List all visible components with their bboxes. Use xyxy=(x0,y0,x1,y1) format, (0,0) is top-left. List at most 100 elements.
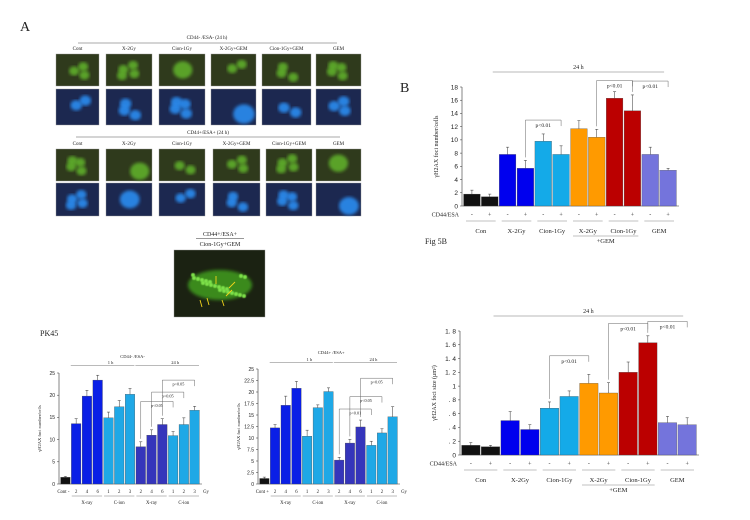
focus xyxy=(205,282,209,286)
x-tick-label: 2 xyxy=(317,490,320,495)
focus xyxy=(239,274,243,278)
y-tick-label: 2.5 xyxy=(247,470,254,476)
bar xyxy=(178,424,189,485)
x-tick-label: Cont - xyxy=(57,490,70,495)
nucleus xyxy=(238,163,249,173)
y-tick-label: 6 xyxy=(454,164,458,171)
p-value-label: p<0.05 xyxy=(360,398,372,403)
group-label: C-ion xyxy=(178,501,190,506)
micrograph-gh2ax xyxy=(105,53,153,87)
y-tick-label: 14 xyxy=(451,111,459,118)
y-tick-label: 10 xyxy=(451,137,459,144)
nucleus xyxy=(79,95,92,106)
bar xyxy=(387,416,398,485)
micrograph-gh2ax xyxy=(158,148,206,182)
nucleus xyxy=(129,69,140,79)
bar xyxy=(291,388,302,485)
x-tick-label: 2 xyxy=(183,490,186,495)
group-label: X-2Gy xyxy=(590,477,609,484)
bar xyxy=(259,478,270,485)
nucleus xyxy=(287,200,299,211)
nucleus xyxy=(127,60,139,70)
nucleus xyxy=(118,64,129,75)
micrograph-column-label: Cont xyxy=(73,47,83,52)
x-tick-label: 1 xyxy=(172,490,175,495)
micrograph-dapi xyxy=(265,182,313,217)
inset-title-bottom: Cion-1Gy+GEM xyxy=(200,242,241,248)
micrograph-dapi xyxy=(315,88,362,126)
cd44-esa-sign: - xyxy=(614,213,616,219)
x-tick-label: 3 xyxy=(391,490,394,495)
bar xyxy=(168,435,179,485)
time-header: 24 h xyxy=(171,360,180,365)
nucleus xyxy=(170,96,183,108)
nucleus xyxy=(237,202,249,212)
nucleus xyxy=(78,62,89,72)
chart-title: CD44+ /ESA+ xyxy=(318,350,345,355)
bar xyxy=(92,379,103,485)
cd44-esa-sign: - xyxy=(507,213,509,219)
inset-title-top: CD44+/ESA+ xyxy=(203,232,238,238)
nucleus xyxy=(66,194,78,204)
group-label: C-ion xyxy=(114,501,126,506)
x-tick-label: 1 xyxy=(306,490,309,495)
bar xyxy=(344,442,355,485)
p-value-label: p<0.01 xyxy=(561,359,577,365)
focus xyxy=(201,281,205,285)
y-tick-label: 4 xyxy=(454,177,458,184)
p-value-label: p<0.05 xyxy=(371,380,383,385)
bar xyxy=(559,396,579,456)
micrograph-gh2ax xyxy=(55,53,100,87)
y-tick-label: . 2 xyxy=(449,438,457,445)
nucleus xyxy=(180,108,193,119)
micrograph-dapi xyxy=(315,182,362,217)
cd44-esa-sign: - xyxy=(509,462,511,468)
micrograph-column-label: X-2Gy xyxy=(122,47,136,52)
y-tick-label: . 4 xyxy=(449,425,457,432)
nucleus xyxy=(185,165,196,175)
p-value-label: p<0.05 xyxy=(151,403,163,408)
micrograph-column-label: Cion-1Gy+GEM xyxy=(272,142,306,147)
nucleus xyxy=(174,161,185,171)
y-tick-label: 1. 4 xyxy=(445,356,456,363)
bar xyxy=(114,406,125,485)
nucleus xyxy=(288,162,299,172)
nucleus xyxy=(339,105,351,116)
arrow-icon xyxy=(228,281,236,289)
bar xyxy=(81,395,92,485)
y-tick-label: 1 xyxy=(452,383,456,390)
x-tick-label: Cont + xyxy=(256,490,270,495)
focus xyxy=(238,293,242,297)
micrograph-column-label: Cion-1Gy xyxy=(172,142,193,147)
group-label: X-ray xyxy=(81,501,93,506)
y-tick-label: 25 xyxy=(248,367,254,373)
micrograph-background xyxy=(105,53,153,87)
y-tick-label: 15 xyxy=(248,413,254,419)
bar xyxy=(125,394,135,485)
bar xyxy=(71,423,82,485)
chart-header: 24 h xyxy=(583,309,594,315)
bar xyxy=(499,154,517,207)
y-tick-label: 15 xyxy=(49,415,55,421)
nucleus xyxy=(233,104,255,124)
nucleus xyxy=(70,100,83,111)
p-value-label: p<0.01 xyxy=(607,83,623,89)
y-tick-label: 5 xyxy=(52,460,55,466)
micrograph-group1-title: CD44- /ESA- (24 h) xyxy=(187,36,228,41)
y-tick-label: 20 xyxy=(248,390,254,396)
micrograph-gh2ax xyxy=(105,148,153,182)
micrograph-group2-title: CD44+/ESA+ (24 h) xyxy=(187,131,229,136)
bar xyxy=(135,446,146,485)
x-tick-label: 3 xyxy=(129,490,132,495)
significance-bracket xyxy=(549,355,590,399)
nucleus xyxy=(328,154,349,172)
p-value-label: p<0.05 xyxy=(162,394,174,399)
cd44-esa-sign: + xyxy=(559,213,563,219)
nucleus xyxy=(175,193,186,203)
cd44-esa-sign: - xyxy=(667,462,669,468)
nucleus xyxy=(328,61,339,71)
significance-bracket xyxy=(349,396,383,437)
significance-bracket xyxy=(525,119,562,158)
bar xyxy=(481,196,499,207)
y-tick-label: 5 xyxy=(251,459,254,465)
